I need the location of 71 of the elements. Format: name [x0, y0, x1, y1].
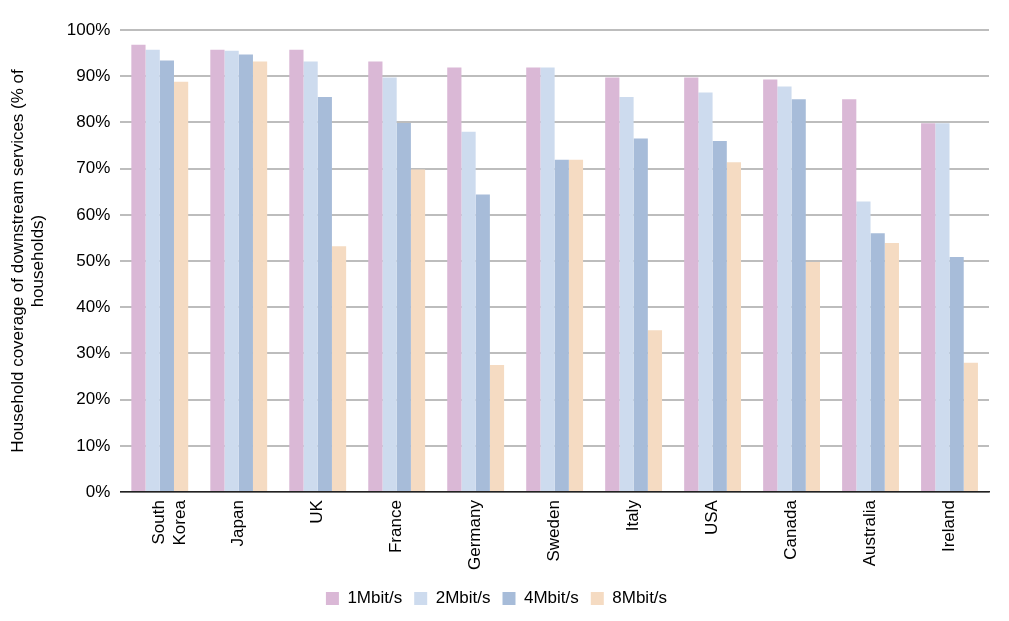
- bar: [252, 61, 268, 492]
- bar: [698, 92, 713, 492]
- bar: [238, 54, 253, 492]
- bar: [963, 362, 978, 492]
- bar: [856, 201, 871, 492]
- bar: [461, 131, 476, 492]
- x-tick-label: France: [386, 500, 406, 554]
- bar: [605, 77, 620, 492]
- bar: [712, 140, 727, 492]
- y-tick-label: 100%: [66, 19, 111, 39]
- bar: [884, 243, 899, 492]
- bar: [368, 61, 383, 492]
- legend-label: 4Mbit/s: [524, 588, 579, 608]
- bar: [870, 233, 885, 492]
- x-tick-label: UK: [307, 499, 327, 524]
- bar: [619, 97, 634, 492]
- bar: [303, 61, 318, 492]
- y-tick-label: 40%: [76, 296, 111, 316]
- x-tick-label: Canada: [781, 499, 801, 560]
- bar: [331, 246, 347, 492]
- y-tick-label: 30%: [76, 343, 111, 363]
- x-tick-label: USA: [702, 499, 722, 536]
- x-tick-label: Germany: [465, 499, 485, 571]
- y-tick-label: 50%: [76, 250, 111, 270]
- bar: [842, 99, 857, 492]
- bar: [131, 44, 146, 492]
- bar: [791, 99, 806, 492]
- x-tick-label: Sweden: [544, 500, 564, 562]
- y-axis-title: Household coverage of downstream services (% of households): [7, 68, 48, 453]
- y-tick-label: 80%: [76, 112, 111, 132]
- y-tick-label: 70%: [76, 158, 111, 178]
- bar: [410, 169, 426, 492]
- bar: [526, 67, 541, 492]
- bar: [382, 77, 397, 492]
- bar: [489, 365, 505, 492]
- bar: [777, 86, 792, 492]
- x-tick-label: Ireland: [939, 500, 959, 553]
- bar: [289, 49, 304, 492]
- bar: [805, 261, 820, 492]
- legend-label: 1Mbit/s: [347, 588, 403, 608]
- bar: [684, 77, 699, 492]
- bar: [554, 159, 569, 492]
- bar: [173, 81, 189, 492]
- y-tick-label: 0%: [85, 481, 111, 501]
- bar: [145, 49, 160, 492]
- y-tick-label: 90%: [76, 65, 111, 85]
- legend-label: 2Mbit/s: [435, 588, 491, 608]
- bar: [935, 123, 950, 492]
- y-tick-label: 10%: [76, 435, 111, 455]
- bar: [726, 162, 742, 492]
- bar: [763, 79, 778, 492]
- y-tick-label: 60%: [76, 204, 111, 224]
- bar: [633, 138, 648, 492]
- bar: [949, 256, 964, 492]
- bar: [568, 159, 584, 492]
- x-tick-label: Australia: [860, 499, 880, 567]
- bar: [396, 122, 411, 492]
- bar: [447, 67, 462, 492]
- legend-label: 8Mbit/s: [612, 588, 668, 608]
- bar: [921, 123, 936, 492]
- bar: [224, 50, 239, 492]
- bar: [540, 67, 555, 492]
- bar: [317, 97, 332, 492]
- bar: [647, 330, 663, 492]
- y-tick-label: 20%: [76, 389, 111, 409]
- bar: [210, 49, 225, 492]
- x-tick-label: Italy: [623, 499, 643, 532]
- x-tick-label: South Korea: [149, 499, 189, 546]
- x-tick-label: Japan: [228, 500, 248, 547]
- bar: [475, 194, 490, 492]
- bar: [159, 60, 174, 492]
